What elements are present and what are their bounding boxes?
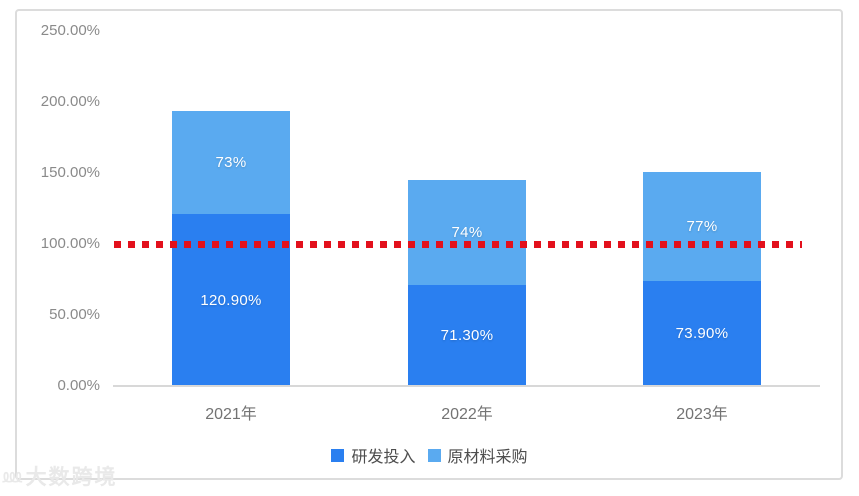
bar-segment-原材料采购-2023年[interactable]: 77%: [643, 171, 761, 282]
legend: 研发投入 原材料采购: [0, 443, 859, 467]
y-tick-label: 200.00%: [40, 93, 100, 110]
bar-data-label: 74%: [451, 223, 483, 241]
legend-item-研发投入[interactable]: 研发投入: [331, 443, 416, 467]
bar-segment-研发投入-2022年[interactable]: 71.30%: [408, 284, 526, 386]
bar-data-label: 120.90%: [200, 291, 262, 309]
bar-data-label: 71.30%: [440, 326, 494, 344]
legend-label: 原材料采购: [447, 449, 528, 466]
watermark: ⅏ 大数跨境: [3, 461, 118, 491]
bar-segment-研发投入-2023年[interactable]: 73.90%: [643, 281, 761, 386]
y-tick-label: 0.00%: [57, 377, 100, 394]
bar-data-label: 77%: [686, 217, 718, 235]
bar-data-label: 73%: [215, 153, 247, 171]
legend-swatch-icon: [331, 448, 345, 462]
dashukuajing-logo-icon: ⅏: [3, 466, 22, 486]
y-tick-label: 150.00%: [40, 164, 100, 181]
x-tick-label-2023年: 2023年: [676, 406, 728, 423]
y-tick-label: 50.00%: [49, 306, 100, 323]
x-axis-line: [113, 385, 820, 387]
legend-label: 研发投入: [351, 449, 416, 466]
x-tick-label-2021年: 2021年: [205, 406, 257, 423]
bar-segment-原材料采购-2021年[interactable]: 73%: [172, 110, 290, 215]
y-tick-label: 100.00%: [40, 235, 100, 252]
y-tick-label: 250.00%: [40, 22, 100, 39]
legend-swatch-icon: [427, 448, 441, 462]
reference-line-100pct: [114, 240, 802, 248]
legend-item-原材料采购[interactable]: 原材料采购: [427, 443, 528, 467]
watermark-text: 大数跨境: [25, 466, 118, 489]
bar-data-label: 73.90%: [675, 325, 729, 343]
x-tick-label-2022年: 2022年: [441, 406, 493, 423]
bar-segment-原材料采购-2022年[interactable]: 74%: [408, 179, 526, 285]
